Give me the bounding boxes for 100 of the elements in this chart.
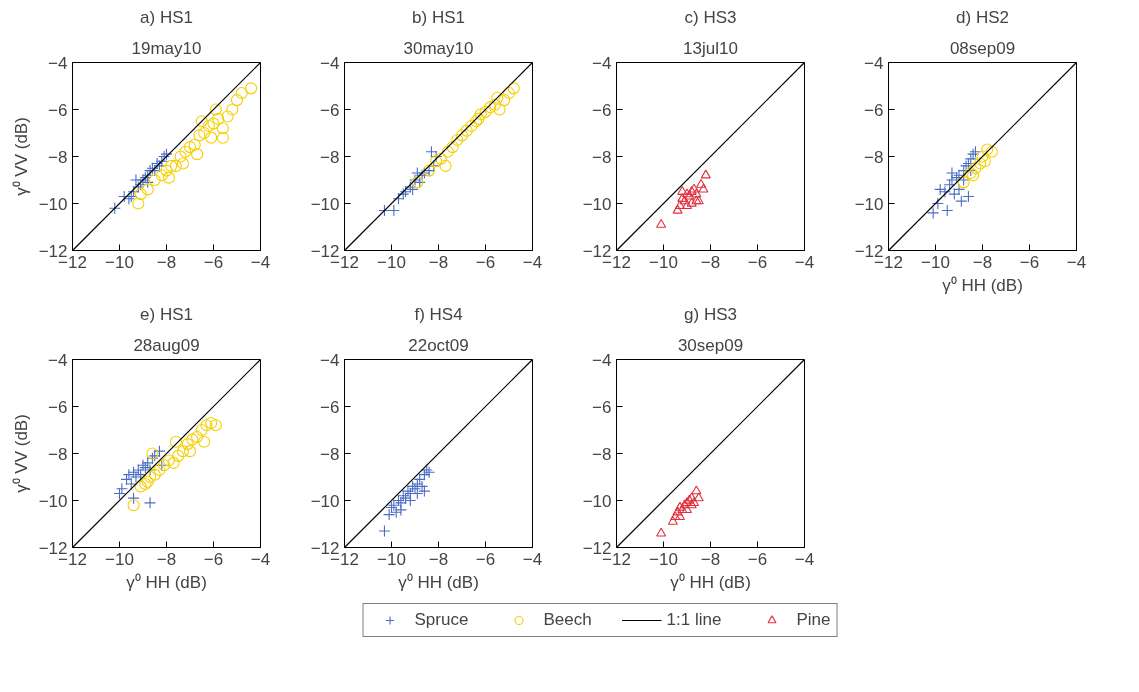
point [670,511,681,521]
chart-subtitle: 30sep09 [677,335,744,355]
point [195,423,208,437]
point [198,435,211,448]
x-axis-title: γ⁰ HH (dB) [126,572,207,592]
point [207,117,220,130]
point [113,487,126,500]
point [230,94,244,107]
point [455,129,469,142]
chart-subtitle: 08sep09 [949,38,1016,58]
x-tick-label: −6 [475,549,496,569]
y-axis-title: γ⁰ VV (dB) [11,117,31,196]
point [162,171,175,184]
y-tick-label: −10 [38,491,68,511]
point [378,525,391,538]
x-tick-label: −10 [105,549,134,569]
point [491,91,504,104]
x-tick-label: −6 [475,252,496,272]
point [686,197,697,207]
point [484,101,497,114]
y-tick-label: −10 [582,491,612,511]
y-tick-label: −8 [320,147,340,167]
y-tick-label: −6 [320,100,340,120]
point [205,416,218,429]
x-axis-title: γ⁰ HH (dB) [670,572,751,592]
point [176,157,189,170]
x-tick-label: −6 [203,549,224,569]
point [656,527,667,537]
chart-title: e) HS1 [140,304,193,324]
x-tick-label: −10 [377,252,406,272]
point [169,159,182,172]
point [209,103,222,116]
x-tick-label: −6 [747,549,768,569]
chart-subtitle: 22oct09 [408,335,469,355]
chart-subtitle: 13jul10 [683,38,738,58]
point [153,463,166,476]
x-tick-label: −4 [522,549,543,569]
point [202,119,215,132]
point [174,150,187,163]
point [245,82,258,95]
point [144,463,157,476]
y-axis-title: γ⁰ VV (dB) [11,414,31,493]
y-tick-label: −8 [592,444,612,464]
point [122,468,135,481]
point [927,206,940,219]
point [181,438,194,451]
point [502,87,516,100]
point [465,119,478,132]
point [226,103,239,116]
chart-subtitle: 19may10 [131,38,202,58]
point [144,470,157,484]
point [439,159,452,172]
y-tick-label: −8 [864,147,884,167]
point [193,129,206,142]
x-tick-label: −8 [972,252,993,272]
x-tick-label: −10 [921,252,950,272]
point [216,131,229,144]
point [176,445,189,458]
point [186,433,199,446]
point [425,145,438,158]
x-tick-label: −10 [649,549,678,569]
chart-title: g) HS3 [684,304,737,324]
y-tick-label: −4 [48,53,68,73]
y-tick-label: −4 [320,350,340,370]
point [141,176,154,189]
y-tick-label: −6 [592,397,612,417]
point [691,188,702,198]
y-tick-label: −10 [310,194,340,214]
point [160,164,173,177]
x-tick-label: −6 [203,252,224,272]
point [667,515,678,525]
x-tick-label: −8 [428,549,449,569]
point [134,188,147,201]
y-tick-label: −10 [310,491,340,511]
legend-label: Beech [543,610,592,630]
point [195,115,208,128]
y-tick-label: −4 [592,350,612,370]
y-tick-label: −8 [48,147,68,167]
point [183,141,197,154]
point [205,131,218,144]
point [441,145,454,158]
point [430,155,443,168]
point [167,456,180,469]
chart-subtitle: 30may10 [403,38,474,58]
point [689,183,700,193]
point [681,200,693,209]
x-tick-label: −8 [700,549,721,569]
legend-label: Pine [796,610,831,630]
y-tick-label: −4 [864,53,884,73]
y-tick-label: −8 [320,444,340,464]
point [941,204,954,217]
point [507,82,520,95]
point [132,197,145,210]
point [200,419,213,432]
x-tick-label: −4 [794,549,815,569]
chart-subtitle: 28aug09 [133,335,200,355]
x-tick-label: −8 [428,252,449,272]
chart-title: a) HS1 [140,7,193,27]
point [460,124,473,137]
x-tick-label: −4 [794,252,815,272]
